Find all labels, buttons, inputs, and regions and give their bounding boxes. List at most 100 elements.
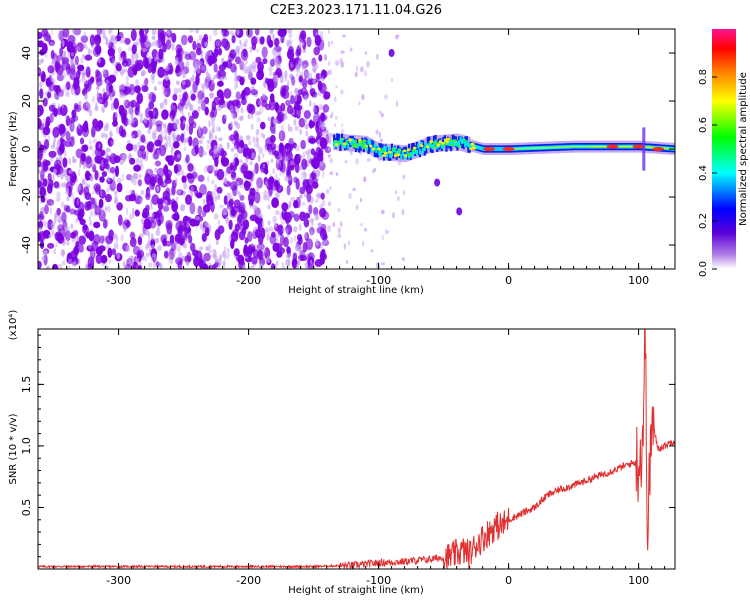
noise-blob [96,78,103,87]
faint-blob [402,174,405,179]
faint-blob [361,94,365,100]
noise-blob [114,200,119,206]
snr-series-line [38,305,675,569]
noise-blob [57,107,63,115]
noise-blob [198,106,201,111]
noise-blob [131,90,134,94]
signal-speckle [472,146,476,149]
noise-blob [272,33,274,40]
noise-blob [274,38,280,47]
noise-blob [320,112,325,121]
noise-blob [70,176,76,185]
noise-blob [229,220,233,230]
noise-blob [141,190,145,195]
noise-blob [271,197,279,208]
noise-blob [62,104,64,108]
noise-blob [175,257,183,265]
noise-blob [312,158,320,169]
signal-hot-core [571,146,574,148]
noise-blob [255,229,261,238]
noise-blob [88,244,91,250]
noise-blob [297,154,301,162]
noise-blob [157,245,162,251]
noise-blob [58,30,60,38]
noise-blob [166,139,169,147]
noise-blob [109,95,111,100]
noise-blob [164,251,169,259]
noise-blob [195,74,199,86]
noise-blob [65,91,69,98]
noise-blob [198,127,203,134]
signal-speckle [341,138,345,141]
noise-blob [166,40,172,50]
noise-blob [111,152,113,157]
noise-blob [180,204,185,211]
noise-blob [328,41,330,48]
noise-blob [169,141,172,148]
noise-blob [309,119,313,128]
noise-blob [128,106,133,112]
noise-blob [98,143,101,148]
signal-speckle [453,139,457,142]
noise-blob [79,244,84,253]
noise-blob [271,232,276,238]
noise-blob [154,86,157,91]
noise-blob [164,98,168,105]
noise-blob [214,213,219,219]
noise-blob [208,120,210,127]
noise-blob [246,135,251,140]
noise-blob [174,164,182,173]
noise-blob [182,233,187,240]
noise-blob [257,48,259,52]
noise-blob [258,154,261,162]
faint-blob [341,51,345,54]
signal-speckle [433,146,437,149]
noise-blob [267,78,274,88]
signal-hot-core [597,146,600,148]
noise-blob [137,130,142,138]
noise-blob [326,189,330,194]
noise-blob [173,250,176,254]
noise-blob [118,47,122,53]
noise-blob [266,181,268,187]
noise-blob [321,211,329,220]
noise-blob [164,169,172,177]
noise-blob [61,183,66,188]
noise-blob [42,43,48,54]
noise-blob [224,171,228,177]
noise-blob [136,250,144,259]
noise-blob [288,33,292,39]
noise-blob [39,211,43,218]
signal-hot-core [524,148,527,150]
noise-blob [73,196,75,203]
noise-blob [47,92,51,99]
noise-blob [101,160,103,167]
noise-blob [256,129,260,136]
noise-blob [202,151,206,155]
noise-blob [212,253,216,258]
noise-blob [76,218,78,223]
noise-blob [255,137,258,142]
noise-blob [267,205,270,210]
noise-blob [160,234,167,243]
faint-blob [339,58,343,64]
peak-point [607,145,619,149]
noise-blob [110,37,114,41]
noise-blob [55,243,57,248]
noise-blob [123,63,126,68]
noise-blob [254,142,256,147]
noise-blob [112,90,115,95]
noise-blob [190,90,193,95]
noise-blob [104,125,109,132]
noise-blob [236,123,240,130]
noise-blob [239,159,243,163]
noise-blob [157,238,159,243]
noise-blob [253,136,256,142]
noise-blob [222,209,226,216]
noise-blob [218,219,220,225]
noise-blob [258,68,264,77]
noise-blob [126,75,129,81]
faint-blob [392,212,395,218]
snr-x-ticks: -300 -200 -100 0 100 [54,329,665,587]
faint-blob [403,190,406,196]
